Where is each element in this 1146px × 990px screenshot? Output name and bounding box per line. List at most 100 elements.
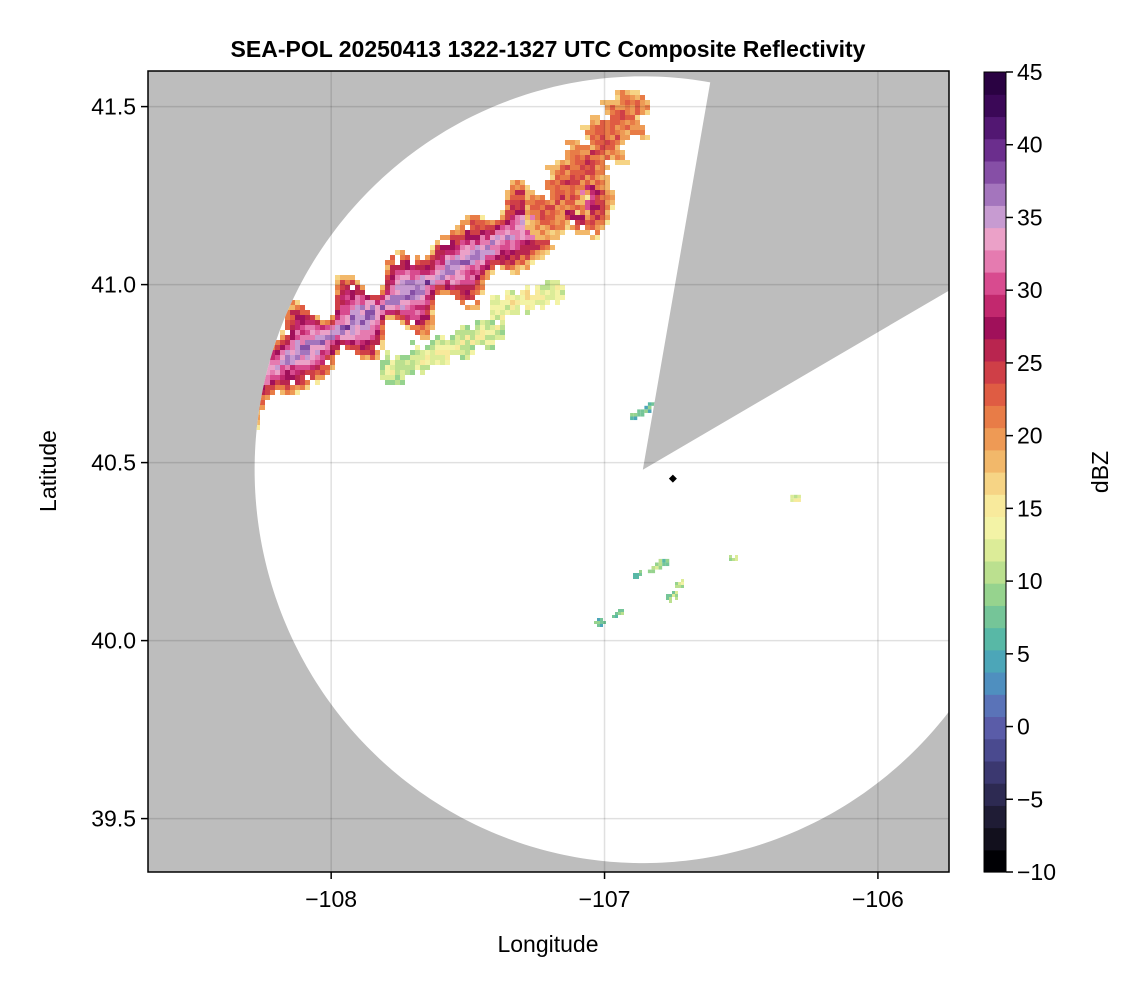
echo-pixel <box>415 270 420 275</box>
echo-pixel <box>420 330 425 335</box>
echo-pixel <box>525 215 530 220</box>
echo-pixel <box>460 270 465 275</box>
echo-pixel <box>555 285 560 290</box>
echo-pixel <box>440 350 445 355</box>
echo-pixel <box>575 180 580 185</box>
colorbar: −10 −5 0 5 10 15 20 25 30 35 40 45 <box>983 59 1056 885</box>
echo-pixel <box>658 562 663 567</box>
echo-pixel <box>465 255 470 260</box>
echo-pixel <box>360 285 365 290</box>
echo-pixel <box>355 315 360 320</box>
echo-pixel <box>510 265 515 270</box>
echo-pixel <box>644 405 648 410</box>
echo-pixel <box>575 215 580 220</box>
echo-pixel <box>380 345 385 350</box>
echo-pixel <box>455 260 460 265</box>
echo-pixel <box>505 305 510 310</box>
echo-pixel <box>400 315 405 320</box>
echo-pixel <box>505 235 510 240</box>
echo-pixel <box>480 340 485 345</box>
echo-pixel <box>485 270 490 275</box>
echo-pixel <box>645 135 650 140</box>
echo-pixel <box>565 160 570 165</box>
echo-pixel <box>280 345 285 350</box>
echo-pixel <box>310 365 315 370</box>
echo-pixel <box>620 135 625 140</box>
colorbar-segment <box>984 672 1006 695</box>
echo-pixel <box>535 250 540 255</box>
echo-pixel <box>640 409 645 413</box>
echo-pixel <box>470 275 475 280</box>
echo-pixel <box>530 195 535 200</box>
echo-pixel <box>480 285 485 290</box>
echo-pixel <box>300 370 305 375</box>
echo-pixel <box>590 160 595 165</box>
echo-pixel <box>430 265 435 270</box>
echo-pixel <box>300 330 305 335</box>
echo-pixel <box>445 340 450 345</box>
echo-pixel <box>510 185 515 190</box>
echo-pixel <box>295 355 300 360</box>
echo-pixel <box>550 290 555 295</box>
echo-pixel <box>470 340 475 345</box>
echo-pixel <box>290 325 295 330</box>
echo-pixel <box>405 320 410 325</box>
echo-pixel <box>440 255 445 260</box>
echo-pixel <box>400 265 405 270</box>
echo-pixel <box>425 350 430 355</box>
echo-pixel <box>525 240 530 245</box>
echo-pixel <box>505 225 510 230</box>
echo-pixel <box>310 315 315 320</box>
echo-pixel <box>545 225 550 230</box>
echo-pixel <box>585 145 590 150</box>
echo-pixel <box>255 425 260 430</box>
echo-pixel <box>510 260 515 265</box>
echo-pixel <box>510 295 515 300</box>
echo-pixel <box>615 150 620 155</box>
echo-pixel <box>345 310 350 315</box>
echo-pixel <box>600 100 605 105</box>
echo-pixel <box>430 345 435 350</box>
echo-pixel <box>445 360 450 365</box>
echo-pixel <box>555 195 560 200</box>
echo-pixel <box>575 170 580 175</box>
echo-pixel <box>435 335 440 340</box>
echo-pixel <box>355 320 360 325</box>
echo-pixel <box>465 280 470 285</box>
echo-pixel <box>410 275 415 280</box>
echo-pixel <box>385 275 390 280</box>
echo-pixel <box>260 405 265 410</box>
echo-pixel <box>370 345 375 350</box>
echo-pixel <box>380 295 385 300</box>
echo-pixel <box>530 260 535 265</box>
echo-pixel <box>500 325 505 330</box>
echo-pixel <box>280 385 285 390</box>
echo-pixel <box>410 305 415 310</box>
echo-pixel <box>430 360 435 365</box>
echo-pixel <box>320 345 325 350</box>
echo-pixel <box>600 618 603 621</box>
echo-pixel <box>620 90 625 95</box>
echo-pixel <box>465 325 470 330</box>
echo-pixel <box>480 330 485 335</box>
echo-pixel <box>590 170 595 175</box>
echo-pixel <box>395 250 400 255</box>
echo-pixel <box>435 340 440 345</box>
echo-pixel <box>470 295 475 300</box>
echo-pixel <box>615 612 618 615</box>
echo-pixel <box>405 305 410 310</box>
echo-pixel <box>465 250 470 255</box>
echo-pixel <box>605 125 610 130</box>
echo-pixel <box>555 280 560 285</box>
echo-pixel <box>385 350 390 355</box>
echo-pixel <box>580 180 585 185</box>
colorbar-tick-label: 0 <box>1017 714 1030 740</box>
echo-pixel <box>285 340 290 345</box>
echo-pixel <box>375 310 380 315</box>
echo-pixel <box>525 245 530 250</box>
echo-pixel <box>365 320 370 325</box>
colorbar-segment <box>984 694 1006 718</box>
echo-pixel <box>270 370 275 375</box>
echo-pixel <box>600 215 605 220</box>
echo-pixel <box>612 615 615 618</box>
